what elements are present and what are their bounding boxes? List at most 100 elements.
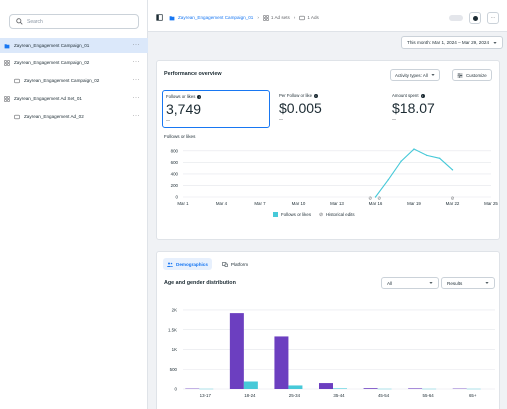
y-tick-label: 1K xyxy=(172,347,177,352)
more-options-icon[interactable]: ··· xyxy=(132,113,140,119)
tab-platform[interactable]: Platform xyxy=(218,258,252,270)
customize-icon xyxy=(457,72,463,78)
legend-swatch xyxy=(273,212,278,217)
line-chart: 0 200 400 600 800 Mar 1 Mar 4 Mar 7 Mar 10 Mar 13… xyxy=(171,148,498,218)
metric-compare: -- xyxy=(166,118,170,124)
search-icon xyxy=(16,18,23,25)
chevron-down-icon xyxy=(431,74,435,76)
x-tick-label: 35-44 xyxy=(333,393,345,398)
grid-icon xyxy=(263,14,269,21)
sidebar-item-campaign-02-ad[interactable]: Zayrean_Engagement Campaign_02 ··· xyxy=(0,73,148,88)
breadcrumb-ads[interactable]: 1 Ads xyxy=(307,15,319,20)
historical-edit-icon: ⊘ xyxy=(377,196,381,201)
info-icon[interactable]: i xyxy=(197,94,202,99)
sidebar-toggle-icon[interactable] xyxy=(156,14,163,21)
metric-value: 3,749 xyxy=(166,101,202,117)
results-filter-select[interactable]: Results xyxy=(441,277,495,289)
top-bar: Zayrean_Engagement Campaign_01 › 1 Ad se… xyxy=(148,0,507,32)
metric-compare: -- xyxy=(392,117,396,123)
x-tick-label: Mar 19 xyxy=(407,201,421,206)
y-tick-label: 0 xyxy=(175,387,178,392)
metric-compare: -- xyxy=(279,117,283,123)
data-point xyxy=(413,148,415,150)
data-point xyxy=(426,154,428,157)
metric-value: $0.005 xyxy=(279,100,322,116)
folder-icon xyxy=(4,43,10,48)
x-tick-label: 18-24 xyxy=(244,393,256,398)
metric-per-follow[interactable]: Per Follow or like i $0.005 -- xyxy=(276,90,384,128)
metric-amount-spent[interactable]: Amount spent i $18.07 -- xyxy=(389,90,497,128)
bar-55-64 xyxy=(408,388,423,389)
sidebar-item-label: Zayrean_Engagement Campaign_01 xyxy=(14,43,90,48)
sidebar-item-adset-01[interactable]: Zayrean_Engagement Ad Set_01 ··· xyxy=(0,91,148,106)
info-icon[interactable]: i xyxy=(313,93,318,98)
more-button[interactable]: ··· xyxy=(487,12,499,24)
activity-types-button[interactable]: Activity types: All xyxy=(390,69,440,81)
demographics-panel: Demographics Platform Age and gender dis… xyxy=(156,251,500,409)
x-tick-label: 13-17 xyxy=(200,393,212,398)
panel-title: Age and gender distribution xyxy=(164,280,236,286)
people-icon xyxy=(167,262,173,267)
tab-demographics[interactable]: Demographics xyxy=(163,258,212,270)
series-line-follows-or-likes xyxy=(375,148,453,198)
bar-45-54 xyxy=(363,388,378,389)
line-chart-title: Follows or likes xyxy=(164,134,196,139)
search-input[interactable]: Search xyxy=(9,14,139,29)
more-options-icon[interactable]: ··· xyxy=(132,59,140,65)
bar-35-44 xyxy=(333,388,347,389)
y-tick-label: 600 xyxy=(171,160,179,165)
sidebar-item-campaign-01[interactable]: Zayrean_Engagement Campaign_01 ··· xyxy=(0,38,148,53)
more-options-icon[interactable]: ··· xyxy=(132,95,140,101)
grid-icon xyxy=(4,59,10,66)
select-value: All xyxy=(387,280,393,286)
bar-18-24 xyxy=(229,313,244,389)
y-tick-label: 500 xyxy=(170,367,178,372)
metric-value: $18.07 xyxy=(392,100,435,116)
breadcrumb-adsets[interactable]: 1 Ad sets xyxy=(270,15,290,20)
historical-edit-icon: ⊘ xyxy=(319,212,323,218)
x-tick-label: Mar 1 xyxy=(177,201,189,206)
sidebar-item-campaign-02[interactable]: Zayrean_Engagement Campaign_02 ··· xyxy=(0,55,148,70)
toggle-label xyxy=(449,15,463,21)
gender-filter-select[interactable]: All xyxy=(381,277,439,289)
y-tick-label: 0 xyxy=(176,195,179,200)
breadcrumb-campaign[interactable]: Zayrean_Engagement Campaign_01 xyxy=(178,15,254,20)
x-tick-label: Mar 13 xyxy=(330,201,344,206)
status-toggle[interactable] xyxy=(469,12,481,24)
ad-icon xyxy=(14,78,20,83)
y-tick-label: 400 xyxy=(171,171,179,176)
date-range-label: This month: Mar 1, 2024 – Mar 29, 2024 xyxy=(407,40,489,45)
metric-follows-or-likes[interactable]: Follows or likes i 3,749 -- xyxy=(162,90,270,128)
date-bar: This month: Mar 1, 2024 – Mar 29, 2024 xyxy=(148,32,507,54)
y-tick-label: 200 xyxy=(171,183,179,188)
bar-25-34 xyxy=(274,336,289,389)
sidebar-item-ad-02[interactable]: Zayrean_Engagement Ad_02 ··· xyxy=(0,109,148,124)
y-tick-label: 800 xyxy=(171,148,179,153)
bar-35-44 xyxy=(319,383,333,389)
data-point xyxy=(451,169,454,171)
metric-label: Amount spent xyxy=(392,93,419,98)
x-tick-label: 65+ xyxy=(469,393,477,398)
panel-title: Performance overview xyxy=(164,71,222,77)
info-icon[interactable]: i xyxy=(420,93,425,98)
grid-icon xyxy=(4,95,10,102)
date-range-picker[interactable]: This month: Mar 1, 2024 – Mar 29, 2024 xyxy=(401,36,503,49)
more-options-icon[interactable]: ··· xyxy=(132,77,140,83)
chevron-down-icon xyxy=(485,282,489,284)
historical-edit-icon: ⊘ xyxy=(368,196,372,201)
x-tick-label: Mar 22 xyxy=(446,201,460,206)
x-tick-label: Mar 4 xyxy=(216,201,228,206)
x-tick-label: Mar 16 xyxy=(369,201,383,206)
data-point xyxy=(374,196,377,198)
customize-button[interactable]: Customize xyxy=(452,69,492,81)
breadcrumb: Zayrean_Engagement Campaign_01 › 1 Ad se… xyxy=(156,14,319,21)
bar-25-34 xyxy=(288,385,303,389)
sidebar-item-label: Zayrean_Engagement Campaign_02 xyxy=(24,78,100,83)
ad-icon xyxy=(299,15,306,20)
button-label: Activity types: All xyxy=(395,72,428,78)
metric-label: Follows or likes xyxy=(166,94,196,99)
button-label: Customize xyxy=(466,72,487,78)
tab-label: Demographics xyxy=(176,261,208,267)
x-tick-label: Mar 10 xyxy=(292,201,306,206)
more-options-icon[interactable]: ··· xyxy=(132,42,140,48)
